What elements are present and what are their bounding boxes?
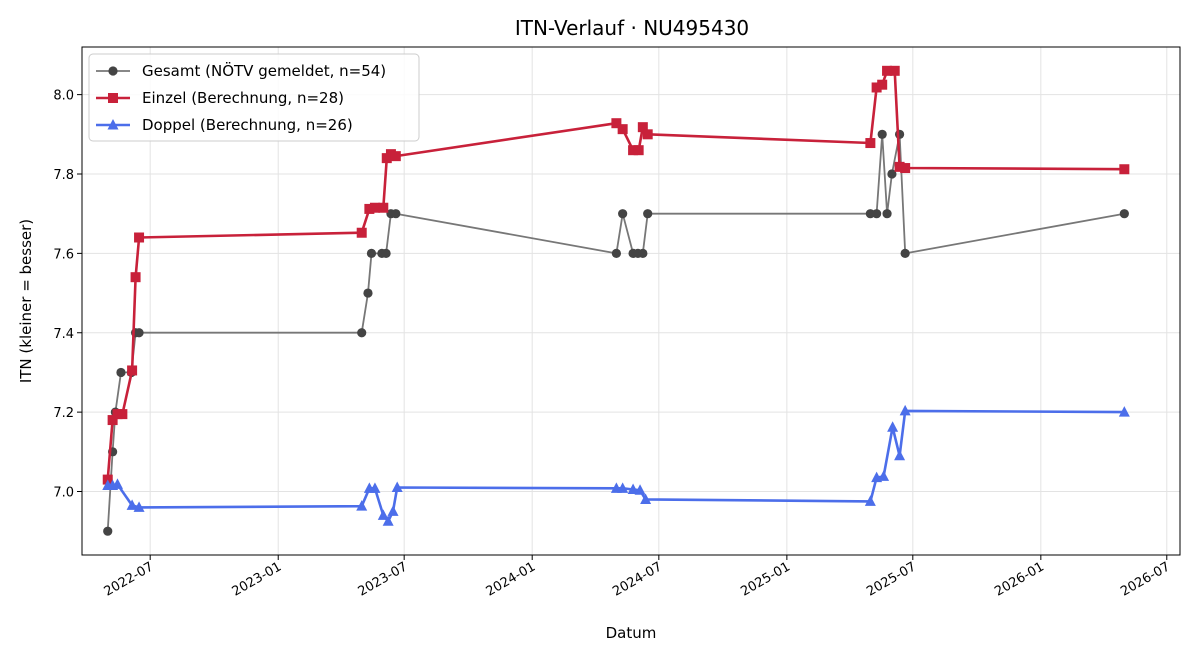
data-point-doppel: [111, 478, 123, 489]
legend-marker-doppel: [107, 119, 119, 130]
data-point-doppel: [627, 483, 639, 495]
data-series: [102, 65, 1130, 536]
data-point-einzel: [894, 161, 905, 172]
data-point-gesamt: [381, 248, 391, 258]
data-point-doppel: [894, 449, 906, 461]
data-point-doppel: [387, 505, 399, 516]
y-tick-label: 7.4: [53, 327, 74, 342]
data-point-gesamt: [391, 209, 401, 219]
data-point-gesamt: [887, 169, 897, 179]
data-point-einzel: [877, 79, 888, 90]
data-point-gesamt: [882, 209, 892, 219]
data-point-gesamt: [611, 248, 621, 258]
data-point-doppel: [887, 421, 899, 432]
y-tick-label: 8.0: [53, 89, 74, 104]
y-tick-label: 7.2: [53, 406, 74, 421]
legend-box: [88, 53, 420, 142]
data-point-einzel: [369, 202, 380, 213]
data-point-einzel: [882, 65, 893, 76]
data-point-doppel: [356, 500, 368, 511]
data-point-doppel: [133, 501, 145, 512]
y-tick-label: 7.0: [53, 486, 74, 501]
data-point-gesamt: [363, 288, 373, 298]
y-tick-label: 7.8: [53, 168, 74, 183]
data-point-doppel: [382, 515, 394, 526]
data-point-gesamt: [643, 209, 653, 219]
y-tick-label: 7.6: [53, 247, 74, 262]
data-point-gesamt: [134, 328, 144, 338]
data-point-gesamt: [1119, 209, 1129, 219]
data-point-doppel: [899, 404, 911, 416]
data-point-gesamt: [357, 328, 367, 338]
data-point-einzel: [900, 163, 911, 174]
data-point-doppel: [640, 493, 652, 504]
data-point-doppel: [369, 482, 381, 493]
x-axis-label: Datum: [606, 624, 657, 642]
data-point-einzel: [642, 129, 653, 140]
data-point-einzel: [865, 138, 876, 149]
data-point-einzel: [107, 415, 118, 426]
data-point-einzel: [378, 202, 389, 213]
legend-label-einzel: Einzel (Berechnung, n=28): [142, 89, 344, 107]
data-point-einzel: [364, 203, 375, 214]
data-point-einzel: [390, 151, 401, 162]
y-axis-label: ITN (kleiner = besser): [17, 219, 35, 383]
data-point-einzel: [134, 232, 145, 243]
series-line-einzel: [106, 69, 1125, 480]
legend-label-gesamt: Gesamt (NÖTV gemeldet, n=54): [142, 61, 386, 80]
data-point-gesamt: [116, 367, 126, 378]
data-point-gesamt: [900, 248, 910, 258]
data-point-gesamt: [618, 209, 628, 219]
data-point-einzel: [117, 409, 128, 420]
data-point-einzel: [1119, 164, 1130, 175]
data-point-einzel: [130, 272, 141, 283]
data-point-gesamt: [894, 129, 905, 139]
data-point-doppel: [391, 481, 403, 493]
data-point-doppel: [377, 509, 389, 520]
series-einzel: [102, 65, 1130, 485]
data-point-gesamt: [877, 129, 887, 139]
legend: Gesamt (NÖTV gemeldet, n=54) Einzel (Bere…: [88, 53, 420, 142]
data-point-doppel: [864, 495, 876, 506]
legend-marker-gesamt: [108, 66, 118, 76]
data-point-gesamt: [872, 209, 882, 219]
legend-label-doppel: Doppel (Berechnung, n=26): [142, 116, 353, 134]
data-point-einzel: [871, 82, 882, 93]
data-point-einzel: [637, 122, 648, 133]
legend-marker-einzel: [108, 93, 118, 103]
data-point-doppel: [1118, 406, 1130, 417]
data-point-doppel: [634, 484, 646, 495]
plot-frame: [81, 46, 1181, 556]
data-point-gesamt: [366, 248, 377, 258]
data-point-einzel: [356, 227, 367, 238]
data-point-doppel: [617, 482, 629, 493]
data-point-gesamt: [103, 526, 113, 536]
series-doppel: [102, 404, 1130, 526]
data-point-gesamt: [638, 248, 648, 258]
data-point-einzel: [127, 365, 138, 376]
y-axis-ticks: 7.0 7.2 7.4 7.6 7.8 8.0: [53, 89, 82, 501]
data-point-einzel: [633, 145, 644, 156]
data-point-doppel: [126, 499, 138, 510]
data-point-doppel: [878, 470, 890, 481]
chart-title: ITN-Verlauf · NU495430: [515, 16, 749, 40]
data-point-einzel: [889, 65, 900, 76]
data-point-einzel: [617, 124, 628, 135]
data-point-einzel: [628, 145, 639, 156]
data-point-einzel: [611, 118, 622, 129]
